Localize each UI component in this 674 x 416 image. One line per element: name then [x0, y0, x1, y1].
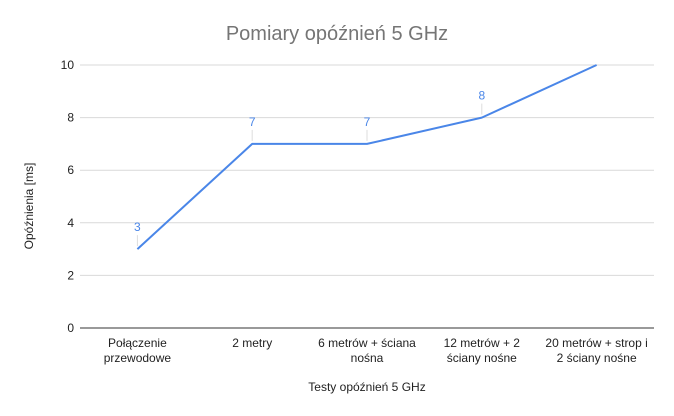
y-tick-label: 10	[61, 58, 75, 72]
data-label: 8	[478, 89, 485, 103]
y-axis-title: Opóźnienia [ms]	[22, 163, 36, 250]
data-label: 3	[134, 220, 141, 234]
y-tick-label: 0	[67, 321, 74, 335]
chart-title: Pomiary opóźnień 5 GHz	[226, 23, 448, 45]
x-axis-ticks: Połączenie przewodowe 2 metry 6 metrów + śc…	[104, 336, 648, 365]
series-group	[136, 64, 598, 250]
y-tick-label: 4	[67, 216, 74, 230]
series-line	[136, 64, 598, 250]
y-axis-ticks: 0 2 4 6 8 10	[61, 58, 75, 335]
data-labels: 3 7 7 8	[134, 89, 485, 247]
x-tick-label: 12 metrów + 2 ściany nośne	[444, 336, 521, 365]
x-tick-label: Połączenie przewodowe	[104, 336, 172, 365]
y-tick-label: 6	[67, 163, 74, 177]
y-tick-label: 8	[67, 111, 74, 125]
x-tick-label: 2 metry	[232, 336, 272, 350]
gridlines	[80, 64, 654, 329]
y-tick-label: 2	[67, 268, 74, 282]
x-axis-title: Testy opóźnień 5 GHz	[308, 380, 425, 394]
data-label: 7	[364, 115, 371, 129]
x-tick-label: 6 metrów + ściana nośna	[318, 336, 416, 365]
data-label: 7	[249, 115, 256, 129]
